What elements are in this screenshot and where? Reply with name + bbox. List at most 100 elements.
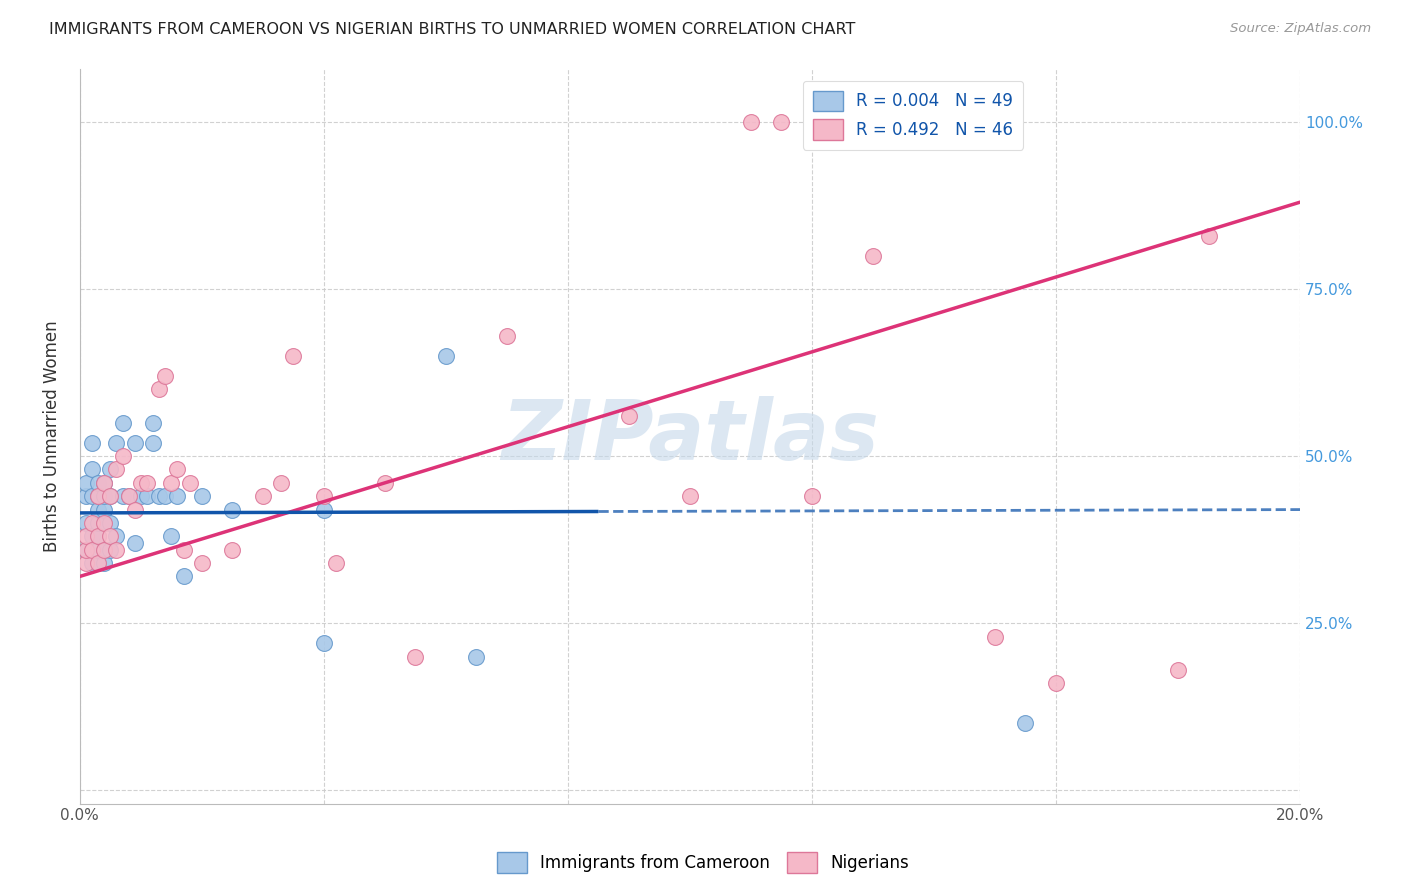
Point [75, 475, 97, 490]
Point [129, 475, 152, 490]
Point [118, 489, 141, 503]
Point [100, 489, 122, 503]
Point [93, 542, 115, 557]
Point [312, 502, 335, 516]
Point [93, 516, 115, 530]
Point [93, 475, 115, 490]
Point [325, 556, 347, 570]
Point [87, 502, 110, 516]
Point [155, 368, 177, 383]
Point [800, 489, 823, 503]
Point [142, 435, 165, 450]
Point [100, 516, 122, 530]
Point [160, 529, 183, 543]
Point [105, 435, 128, 450]
Point [87, 542, 110, 557]
Point [80, 489, 103, 503]
Point [93, 475, 115, 490]
Point [75, 542, 97, 557]
Point [679, 489, 702, 503]
Point [105, 542, 128, 557]
Point [270, 475, 292, 490]
Point [740, 115, 762, 129]
Point [111, 489, 134, 503]
Point [124, 435, 146, 450]
Point [155, 489, 177, 503]
Point [1045, 676, 1067, 690]
Point [124, 536, 146, 550]
Legend: Immigrants from Cameroon, Nigerians: Immigrants from Cameroon, Nigerians [491, 846, 915, 880]
Point [179, 475, 201, 490]
Legend: R = 0.004   N = 49, R = 0.492   N = 46: R = 0.004 N = 49, R = 0.492 N = 46 [803, 80, 1024, 150]
Point [80, 542, 103, 557]
Point [374, 475, 396, 490]
Point [1167, 663, 1189, 677]
Point [87, 489, 110, 503]
Point [100, 462, 122, 476]
Point [496, 328, 519, 343]
Text: ZIPatlas: ZIPatlas [501, 395, 879, 476]
Point [221, 542, 243, 557]
Text: Source: ZipAtlas.com: Source: ZipAtlas.com [1230, 22, 1371, 36]
Point [136, 475, 159, 490]
Point [283, 349, 305, 363]
Point [191, 556, 214, 570]
Point [100, 542, 122, 557]
Point [404, 649, 426, 664]
Point [87, 529, 110, 543]
Point [93, 556, 115, 570]
Point [87, 556, 110, 570]
Point [770, 115, 793, 129]
Point [312, 489, 335, 503]
Point [166, 462, 188, 476]
Point [465, 649, 488, 664]
Point [75, 529, 97, 543]
Point [75, 556, 97, 570]
Point [105, 529, 128, 543]
Point [1198, 228, 1220, 243]
Point [166, 489, 188, 503]
Point [105, 462, 128, 476]
Point [148, 489, 170, 503]
Point [1014, 716, 1036, 731]
Point [173, 569, 195, 583]
Point [312, 636, 335, 650]
Point [252, 489, 274, 503]
Point [129, 489, 152, 503]
Point [75, 516, 97, 530]
Point [93, 516, 115, 530]
Point [124, 502, 146, 516]
Point [87, 556, 110, 570]
Point [80, 556, 103, 570]
Point [136, 489, 159, 503]
Point [80, 462, 103, 476]
Point [75, 489, 97, 503]
Point [142, 416, 165, 430]
Point [87, 516, 110, 530]
Point [100, 489, 122, 503]
Point [87, 489, 110, 503]
Point [173, 542, 195, 557]
Text: IMMIGRANTS FROM CAMEROON VS NIGERIAN BIRTHS TO UNMARRIED WOMEN CORRELATION CHART: IMMIGRANTS FROM CAMEROON VS NIGERIAN BIR… [49, 22, 856, 37]
Point [111, 416, 134, 430]
Y-axis label: Births to Unmarried Women: Births to Unmarried Women [44, 320, 60, 552]
Point [191, 489, 214, 503]
Point [93, 502, 115, 516]
Point [93, 489, 115, 503]
Point [984, 630, 1007, 644]
Point [221, 502, 243, 516]
Point [160, 475, 183, 490]
Point [111, 449, 134, 463]
Point [148, 382, 170, 396]
Point [617, 409, 640, 423]
Point [80, 435, 103, 450]
Point [87, 529, 110, 543]
Point [862, 249, 884, 263]
Point [75, 542, 97, 557]
Point [80, 516, 103, 530]
Point [100, 529, 122, 543]
Point [93, 542, 115, 557]
Point [87, 475, 110, 490]
Point [434, 349, 457, 363]
Point [80, 529, 103, 543]
